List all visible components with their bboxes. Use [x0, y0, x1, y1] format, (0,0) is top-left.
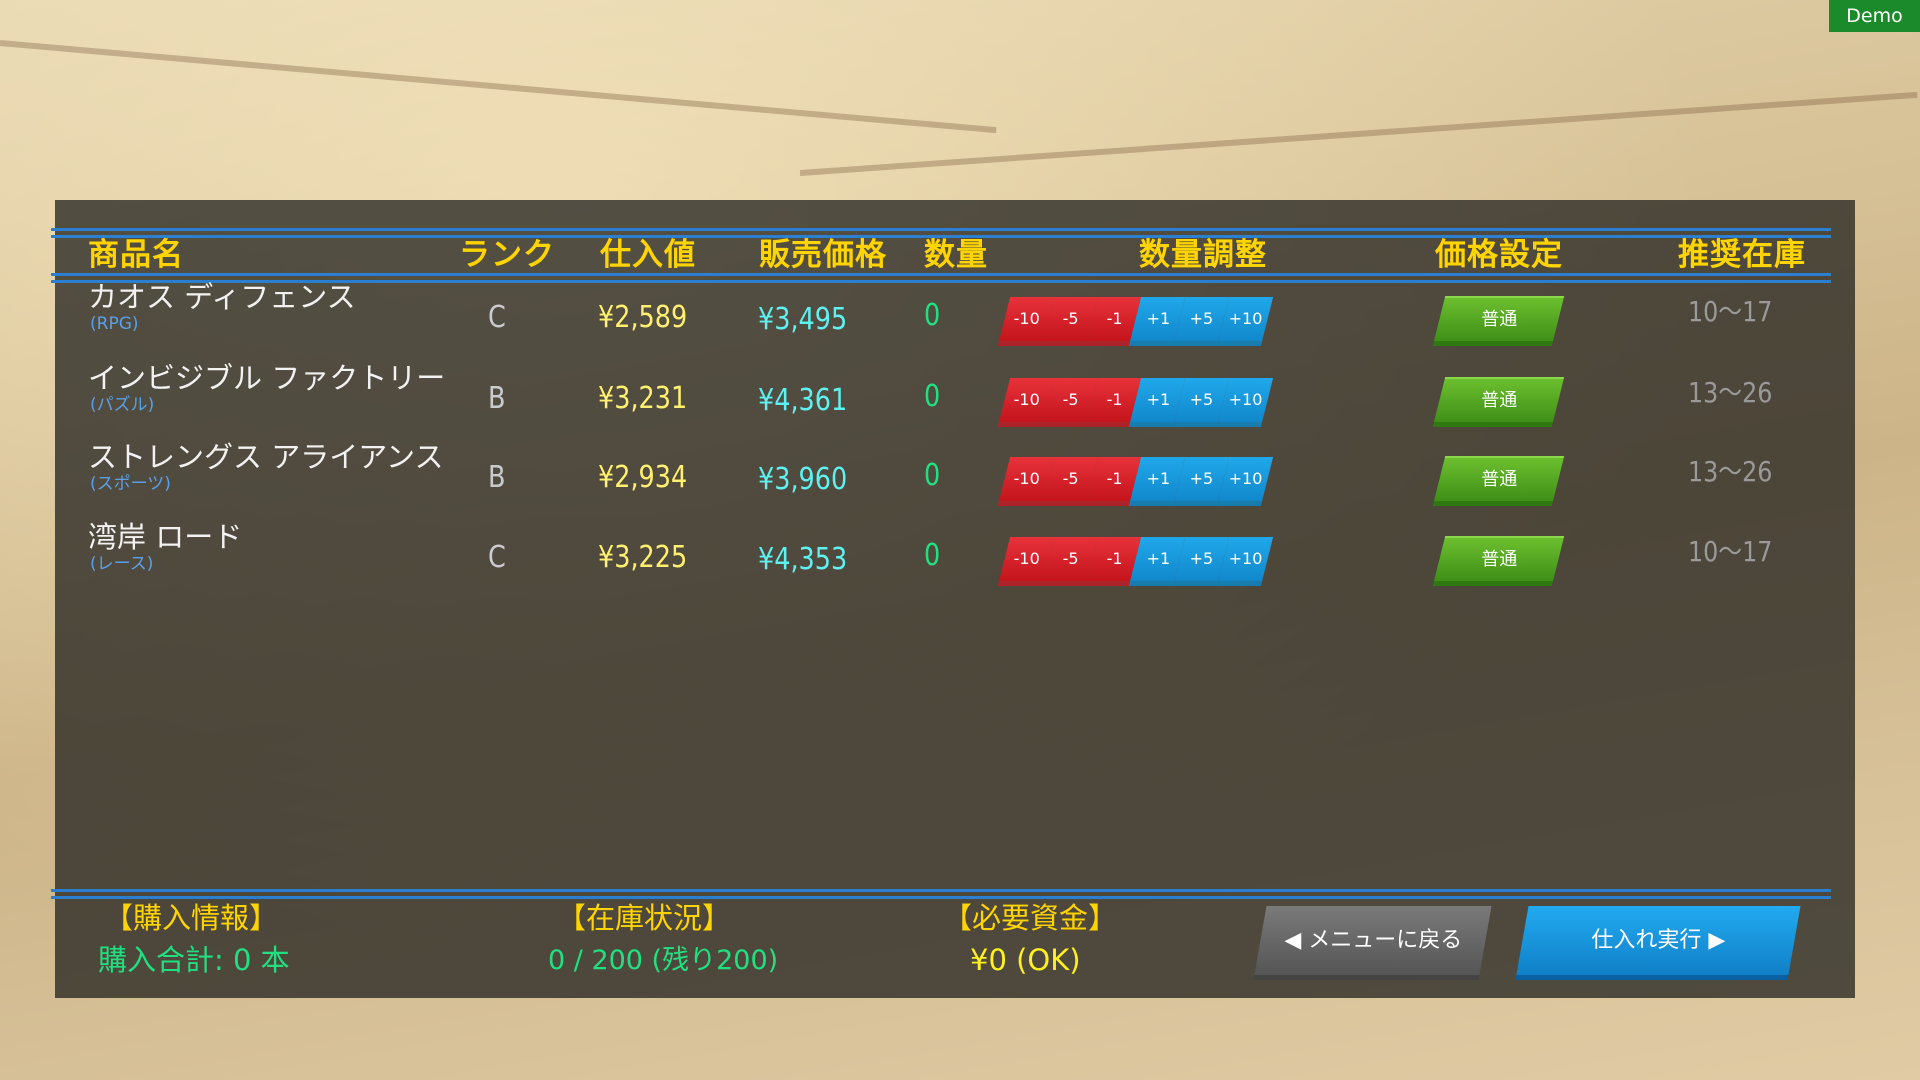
sell-price: ¥3,960 — [758, 462, 848, 497]
header-adjust: 数量調整 — [1139, 237, 1267, 273]
product-genre: (パズル) — [90, 395, 155, 415]
product-rank: B — [488, 460, 506, 495]
price-setting-label: 普通 — [1480, 548, 1517, 570]
quantity: 0 — [924, 379, 941, 414]
recommended-stock: 10〜17 — [1688, 535, 1773, 568]
stock-status-title: 【在庫状況】 — [557, 901, 732, 935]
quantity-adjuster: -10 -5 -1 +1 +5 +10 — [997, 457, 1274, 506]
adjust-label: +5 — [1190, 309, 1214, 328]
adjust-label: -1 — [1106, 309, 1123, 328]
sell-price: ¥3,495 — [758, 302, 848, 337]
adjust-label: -5 — [1062, 390, 1079, 409]
quantity-adjuster: -10 -5 -1 +1 +5 +10 — [997, 378, 1274, 427]
adjust-label: +1 — [1146, 469, 1170, 488]
divider — [51, 273, 1831, 276]
quantity: 0 — [924, 458, 941, 493]
background-sketch — [0, 40, 997, 134]
header-price: 価格設定 — [1435, 237, 1563, 273]
product-rank: C — [488, 300, 506, 335]
divider — [51, 896, 1831, 899]
price-setting-button[interactable]: 普通 — [1432, 536, 1565, 586]
adjust-label: +5 — [1190, 469, 1214, 488]
recommended-stock: 13〜26 — [1688, 376, 1773, 409]
quantity-adjuster: -10 -5 -1 +1 +5 +10 — [997, 537, 1274, 586]
adjust-label: -10 — [1013, 469, 1040, 488]
adjust-label: -10 — [1013, 309, 1040, 328]
price-setting-button[interactable]: 普通 — [1432, 377, 1565, 427]
header-sell: 販売価格 — [759, 237, 887, 273]
price-setting-label: 普通 — [1480, 468, 1517, 490]
adjust-label: -5 — [1062, 469, 1079, 488]
adjust-label: -5 — [1062, 309, 1079, 328]
adjust-label: -1 — [1106, 549, 1123, 568]
stock-status-value: 0 / 200 (残り200) — [548, 945, 779, 976]
execute-purchase-button[interactable]: 仕入れ実行 ▶ — [1515, 906, 1801, 980]
adjust-label: +10 — [1228, 309, 1263, 328]
buy-price: ¥2,589 — [598, 300, 688, 335]
quantity: 0 — [924, 298, 941, 333]
purchase-info-title: 【購入情報】 — [104, 901, 279, 935]
header-qty: 数量 — [924, 237, 988, 273]
adjust-label: -1 — [1106, 390, 1123, 409]
adjust-label: +10 — [1228, 390, 1263, 409]
header-recommended: 推奨在庫 — [1678, 237, 1806, 273]
required-funds-title: 【必要資金】 — [943, 901, 1118, 935]
adjust-label: -10 — [1013, 390, 1040, 409]
demo-badge: Demo — [1829, 0, 1920, 32]
quantity: 0 — [924, 538, 941, 573]
back-to-menu-label: ◀ メニューに戻る — [1283, 927, 1462, 953]
adjust-label: +1 — [1146, 390, 1170, 409]
product-genre: (スポーツ) — [90, 474, 171, 494]
product-rank: C — [488, 540, 506, 575]
adjust-label: +10 — [1228, 469, 1263, 488]
adjust-label: +1 — [1146, 549, 1170, 568]
purchase-total: 購入合計: 0 本 — [98, 943, 290, 977]
adjust-label: +1 — [1146, 309, 1170, 328]
background-sketch — [799, 91, 1918, 176]
divider — [51, 228, 1831, 231]
header-name: 商品名 — [88, 237, 184, 273]
price-setting-button[interactable]: 普通 — [1432, 296, 1565, 346]
adjust-label: -10 — [1013, 549, 1040, 568]
recommended-stock: 10〜17 — [1688, 295, 1773, 328]
adjust-label: +5 — [1190, 549, 1214, 568]
stock-panel — [55, 200, 1855, 998]
price-setting-label: 普通 — [1480, 389, 1517, 411]
buy-price: ¥3,225 — [598, 540, 688, 575]
quantity-adjuster: -10 -5 -1 +1 +5 +10 — [997, 297, 1274, 346]
header-buy: 仕入値 — [600, 237, 696, 273]
buy-price: ¥2,934 — [598, 460, 688, 495]
product-name: カオス ディフェンス — [88, 280, 356, 314]
price-setting-button[interactable]: 普通 — [1432, 456, 1565, 506]
price-setting-label: 普通 — [1480, 308, 1517, 330]
buy-price: ¥3,231 — [598, 381, 688, 416]
adjust-label: +5 — [1190, 390, 1214, 409]
back-to-menu-button[interactable]: ◀ メニューに戻る — [1253, 906, 1492, 980]
product-name: インビジブル ファクトリー — [88, 361, 446, 395]
divider — [51, 889, 1831, 892]
adjust-label: -5 — [1062, 549, 1079, 568]
recommended-stock: 13〜26 — [1688, 455, 1773, 488]
sell-price: ¥4,353 — [758, 542, 848, 577]
adjust-label: -1 — [1106, 469, 1123, 488]
product-genre: (RPG) — [90, 314, 139, 334]
product-genre: (レース) — [90, 554, 154, 574]
divider — [51, 235, 1831, 238]
execute-purchase-label: 仕入れ実行 ▶ — [1591, 927, 1726, 953]
header-rank: ランク — [459, 237, 555, 273]
product-name: ストレングス アライアンス — [88, 440, 444, 474]
sell-price: ¥4,361 — [758, 383, 848, 418]
product-rank: B — [488, 381, 506, 416]
divider — [51, 280, 1831, 283]
required-funds-value: ¥0 (OK) — [970, 943, 1081, 977]
product-name: 湾岸 ロード — [88, 520, 243, 554]
adjust-label: +10 — [1228, 549, 1263, 568]
